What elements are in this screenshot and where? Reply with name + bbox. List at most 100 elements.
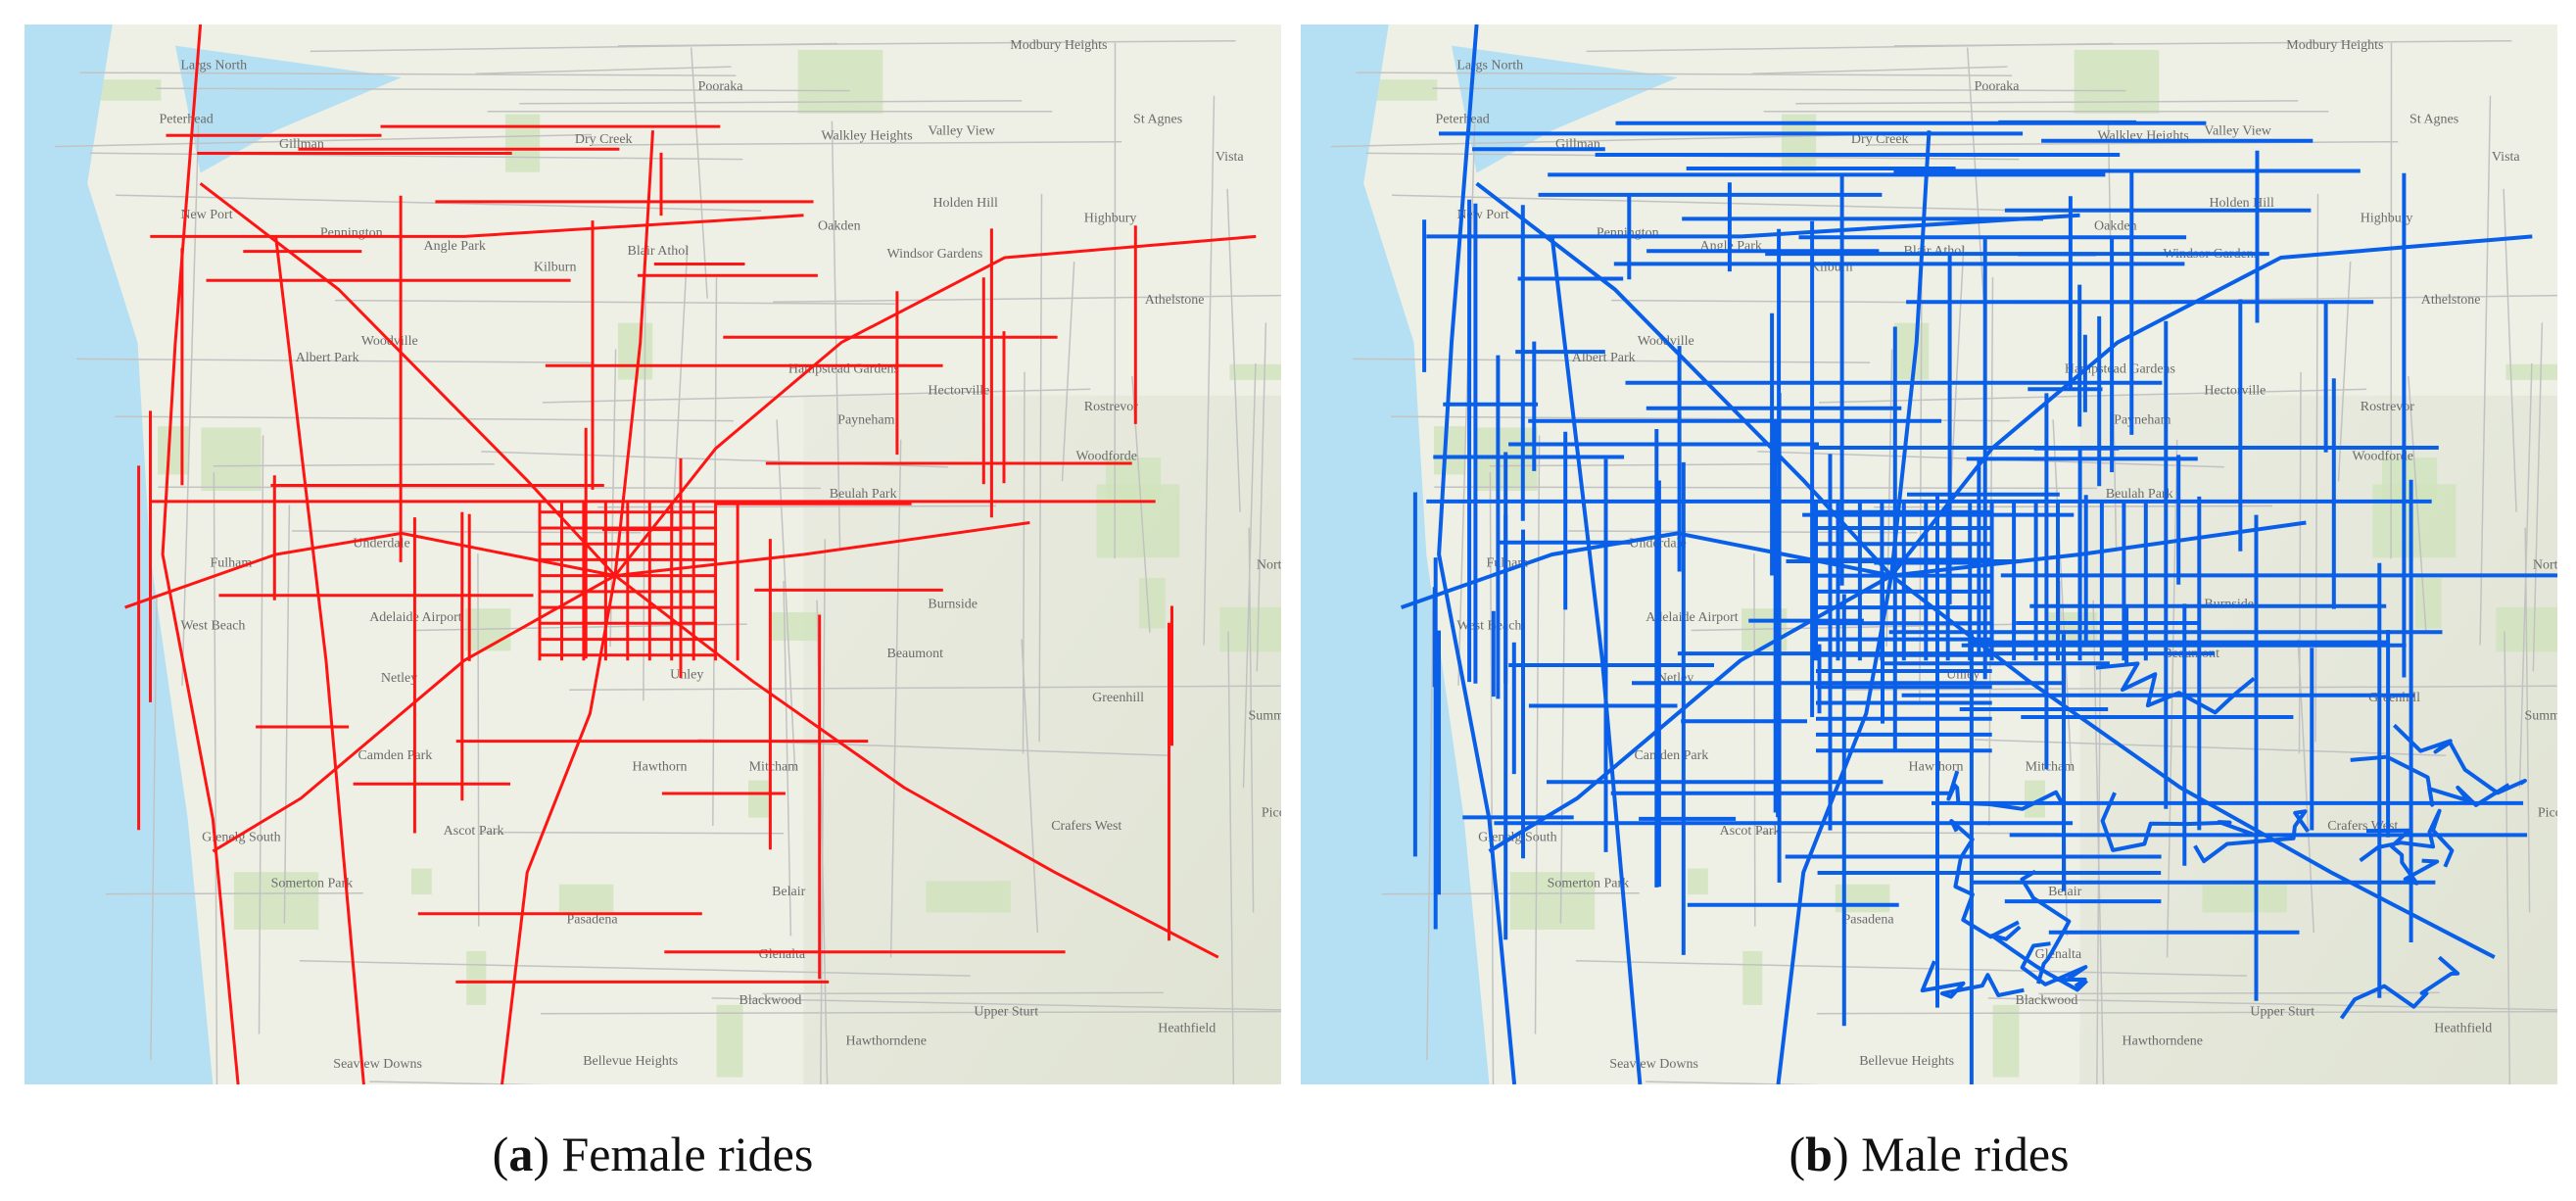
place-label: Valley View	[928, 123, 995, 138]
place-label: Crafers West	[1051, 819, 1121, 834]
road	[597, 504, 996, 508]
ride-route	[2020, 869, 2072, 985]
place-label: Piccadilly	[1262, 806, 1316, 821]
road	[54, 133, 593, 148]
place-label: Rostrevor	[2361, 400, 2415, 414]
place-label: Oakden	[818, 219, 861, 234]
place-label: Modbury Heights	[1010, 38, 1107, 53]
road	[2532, 322, 2544, 672]
ride-route	[1920, 960, 2025, 999]
place-label: Glenelg South	[1478, 831, 1557, 845]
park	[2496, 606, 2557, 652]
park	[716, 1004, 743, 1078]
road	[150, 596, 158, 1061]
ride-route	[501, 575, 617, 1084]
place-label: Heathfield	[2434, 1021, 2492, 1035]
park	[558, 884, 614, 913]
caption-part: (	[493, 1127, 509, 1181]
panel-caption: (b) Male rides	[1789, 1127, 2069, 1181]
ride-route	[1437, 24, 1517, 1084]
ride-route	[2100, 792, 2254, 852]
ride-route	[2020, 941, 2088, 988]
road	[889, 439, 902, 958]
road	[617, 39, 1236, 47]
park	[1509, 872, 1596, 931]
place-label: Blackwood	[2016, 993, 2078, 1008]
caption-part: ) Female rides	[533, 1127, 813, 1181]
place-label: Seaview Downs	[333, 1057, 422, 1072]
ride-route	[2095, 661, 2256, 715]
place-label: Upper Sturt	[974, 1005, 1038, 1020]
road	[1753, 553, 1756, 927]
place-label: Unley	[670, 668, 703, 683]
place-label: Hawthorn	[633, 760, 688, 775]
place-label: Belair	[772, 885, 806, 899]
place-label: Burnside	[928, 598, 978, 612]
place-label: Mitcham	[749, 760, 799, 775]
road	[1392, 194, 2038, 212]
ride-route	[1426, 213, 2080, 239]
place-label: Highbury	[1084, 211, 1137, 225]
road	[1919, 274, 1923, 701]
road	[105, 891, 363, 895]
place-label: Camden Park	[358, 748, 432, 763]
place-label: St Agnes	[2409, 113, 2458, 127]
park	[2414, 577, 2442, 629]
place-label: Valley View	[2204, 123, 2271, 138]
ride-route	[1889, 130, 1932, 576]
road	[519, 100, 1023, 105]
place-label: Bellevue Heights	[1859, 1054, 1954, 1069]
road	[711, 997, 1281, 1011]
road	[1816, 1010, 2557, 1015]
place-label: Oakden	[2094, 219, 2137, 234]
road	[762, 991, 1164, 995]
ride-route	[2350, 754, 2510, 807]
place-label: Upper Sturt	[2250, 1005, 2314, 1020]
road	[1795, 100, 2299, 105]
road	[158, 486, 822, 490]
road	[1893, 39, 2512, 47]
road	[1353, 358, 1871, 363]
park	[1742, 950, 1763, 1005]
ride-route	[1889, 234, 2533, 577]
road	[79, 72, 737, 76]
park	[1433, 426, 1466, 475]
place-label: Payneham	[2114, 413, 2171, 428]
place-label: Largs North	[180, 58, 247, 72]
road	[1330, 133, 1869, 148]
road	[1646, 1081, 1823, 1084]
place-label: Bellevue Heights	[583, 1054, 678, 1069]
road	[475, 66, 732, 75]
hills	[803, 395, 1281, 1084]
place-label: Beulah Park	[2106, 487, 2173, 502]
park	[617, 322, 653, 380]
park	[1280, 873, 1281, 903]
place-label: Pooraka	[1975, 79, 2021, 94]
road	[335, 299, 896, 306]
harbour	[175, 45, 402, 173]
place-label: Fulham	[211, 556, 253, 571]
ride-route	[1550, 236, 1643, 1084]
ride-route	[2359, 808, 2455, 868]
road	[1356, 72, 2013, 76]
place-label: Adelaide Airport	[1646, 610, 1739, 625]
park	[504, 114, 541, 172]
road	[1038, 193, 1043, 743]
place-label: Piccadilly	[2538, 806, 2576, 821]
place-label: New Port	[1456, 208, 1508, 222]
park	[201, 427, 262, 492]
caption-part: b	[1805, 1127, 1833, 1181]
park	[233, 872, 319, 931]
hills	[2079, 395, 2557, 1084]
place-label: Dry Creek	[575, 132, 633, 147]
ride-route	[1989, 925, 2088, 992]
road	[1203, 95, 1216, 646]
caption-part: (	[1789, 1127, 1805, 1181]
place-label: Greenhill	[1092, 691, 1144, 705]
road	[2479, 95, 2492, 646]
place-label: Beulah Park	[830, 487, 897, 502]
park	[2024, 780, 2045, 818]
place-label: Beaumont	[886, 647, 943, 661]
